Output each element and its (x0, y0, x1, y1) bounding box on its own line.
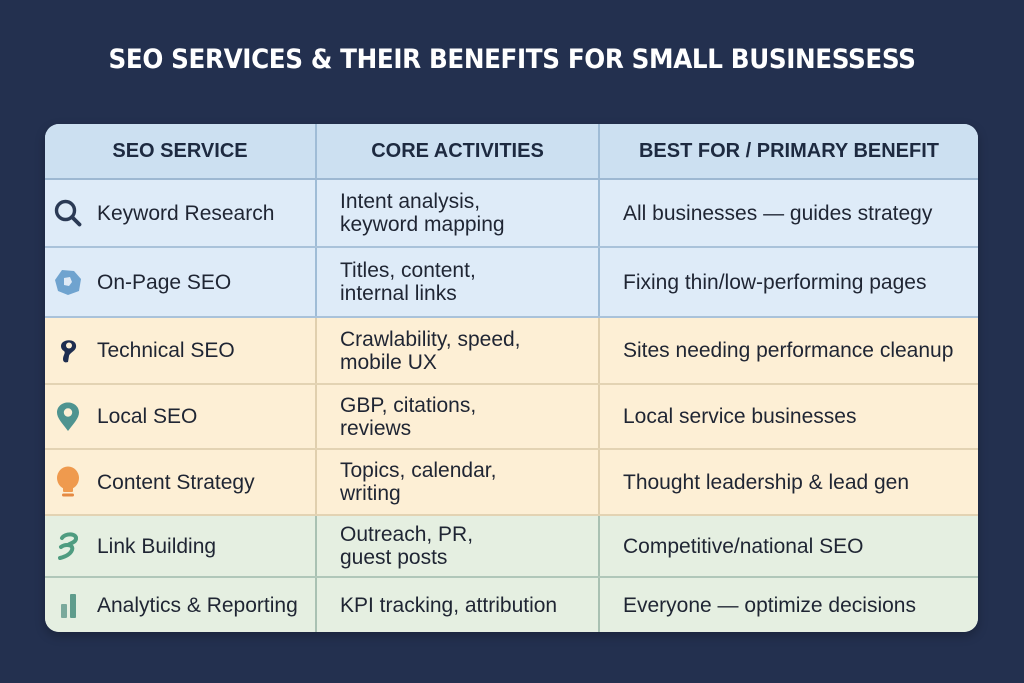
service-name: Local SEO (97, 405, 198, 428)
service-cell: Local SEO (45, 385, 315, 448)
service-cell: On-Page SEO (45, 248, 315, 316)
table-row: Link Building Outreach, PR, guest posts … (45, 516, 978, 578)
service-cell: Keyword Research (45, 180, 315, 246)
service-name: Link Building (97, 534, 217, 558)
table-row: Local SEO GBP, citations, reviews Local … (45, 385, 978, 450)
seo-services-table: SEO SERVICE CORE ACTIVITIES BEST FOR / P… (45, 124, 978, 632)
link-icon (51, 529, 85, 563)
table-row: Technical SEO Crawlability, speed, mobil… (45, 318, 978, 385)
service-cell: Link Building (45, 516, 315, 576)
activities-text: Topics, calendar, writing (340, 459, 497, 505)
activities-cell: Topics, calendar, writing (315, 450, 598, 514)
header-best-for: BEST FOR / PRIMARY BENEFIT (598, 124, 978, 178)
activities-text: GBP, citations, reviews (340, 393, 477, 440)
page-blob-icon (51, 265, 85, 299)
header-core-activities: CORE ACTIVITIES (315, 124, 598, 178)
activities-text: Outreach, PR, guest posts (340, 523, 474, 569)
service-name: Analytics & Reporting (97, 593, 298, 617)
service-cell: Analytics & Reporting (45, 578, 315, 632)
benefit-cell: All businesses — guides strategy (598, 180, 978, 246)
table-header-row: SEO SERVICE CORE ACTIVITIES BEST FOR / P… (45, 124, 978, 180)
activities-cell: GBP, citations, reviews (315, 385, 598, 448)
gear-question-icon (51, 334, 85, 368)
activities-cell: Intent analysis, keyword mapping (315, 180, 598, 246)
service-cell: Content Strategy (45, 450, 315, 514)
page-title: SEO SERVICES & THEIR BENEFITS FOR SMALL … (108, 44, 916, 75)
service-name: Technical SEO (97, 339, 235, 362)
service-name: Content Strategy (97, 470, 255, 494)
activities-text: Intent analysis, keyword mapping (340, 190, 505, 236)
activities-cell: Titles, content, internal links (315, 248, 598, 316)
benefit-cell: Thought leadership & lead gen (598, 450, 978, 514)
benefit-cell: Everyone — optimize decisions (598, 578, 978, 632)
search-icon (51, 196, 85, 230)
activities-cell: Crawlability, speed, mobile UX (315, 318, 598, 383)
lightbulb-icon (51, 465, 85, 499)
activities-text: Titles, content, internal links (340, 259, 476, 305)
table-row: On-Page SEO Titles, content, internal li… (45, 248, 978, 318)
bar-chart-icon (51, 588, 85, 622)
service-name: Keyword Research (97, 201, 275, 225)
activities-text: KPI tracking, attribution (340, 593, 558, 617)
benefit-cell: Competitive/national SEO (598, 516, 978, 576)
table-row: Content Strategy Topics, calendar, writi… (45, 450, 978, 516)
benefit-cell: Fixing thin/low-performing pages (598, 248, 978, 316)
benefit-cell: Local service businesses (598, 385, 978, 448)
activities-cell: Outreach, PR, guest posts (315, 516, 598, 576)
benefit-cell: Sites needing performance cleanup (598, 318, 978, 383)
activities-cell: KPI tracking, attribution (315, 578, 598, 632)
table-row: Analytics & Reporting KPI tracking, attr… (45, 578, 978, 632)
service-cell: Technical SEO (45, 318, 315, 383)
map-pin-icon (51, 400, 85, 434)
activities-text: Crawlability, speed, mobile UX (340, 327, 521, 374)
header-seo-service: SEO SERVICE (112, 139, 248, 162)
service-name: On-Page SEO (97, 270, 232, 294)
table-row: Keyword Research Intent analysis, keywor… (45, 180, 978, 248)
